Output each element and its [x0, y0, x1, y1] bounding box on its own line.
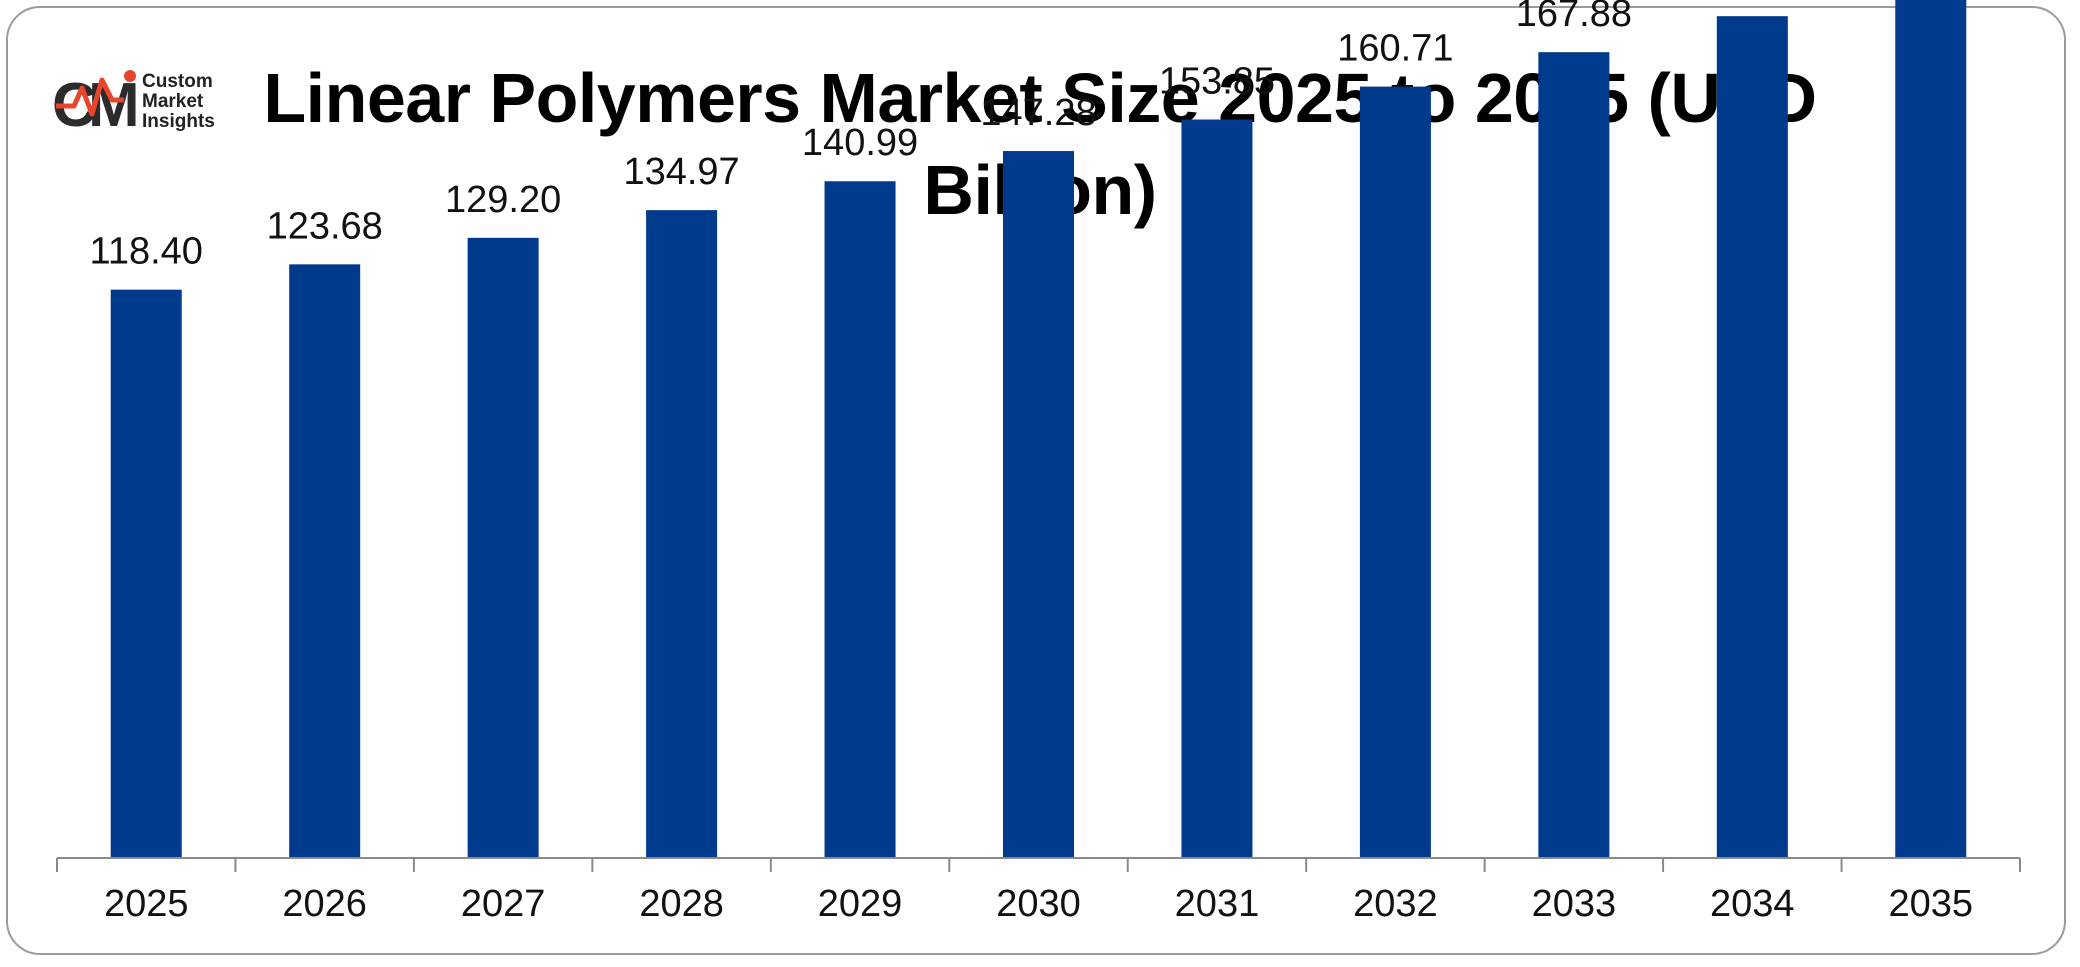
bar: [110, 289, 182, 858]
bar: [1181, 119, 1253, 858]
data-label: 123.68: [267, 205, 383, 247]
x-tick-label: 2025: [104, 883, 189, 925]
data-label: 153.85: [1159, 61, 1275, 103]
x-tick-label: 2035: [1888, 883, 1973, 925]
data-label: 129.20: [445, 179, 561, 221]
bar: [1003, 151, 1074, 858]
brand-logo: C M Custom Market Insights: [52, 58, 232, 144]
x-tick-label: 2027: [461, 883, 546, 925]
x-tick-label: 2028: [639, 883, 724, 925]
x-tick-label: 2030: [996, 883, 1081, 925]
logo-line-1: Custom: [142, 71, 213, 92]
bar: [646, 210, 718, 859]
bar: [1895, 0, 1967, 858]
x-tick-label: 2032: [1353, 883, 1438, 925]
data-label: 160.71: [1337, 28, 1453, 70]
logo-line-3: Insights: [142, 111, 215, 132]
bar: [824, 181, 896, 859]
bar: [289, 264, 361, 858]
x-tick-label: 2034: [1710, 883, 1795, 925]
data-label: 118.40: [90, 231, 203, 273]
data-label: 140.99: [802, 122, 918, 164]
bar: [1538, 52, 1610, 858]
bar: [467, 237, 539, 859]
logo-line-2: Market: [142, 91, 204, 112]
logo-mark-icon: C M: [52, 70, 140, 136]
bar: [1359, 86, 1431, 859]
bar: [1716, 16, 1788, 858]
x-tick-label: 2029: [818, 883, 903, 925]
x-tick-label: 2026: [282, 883, 367, 925]
data-label: 147.28: [980, 92, 1096, 134]
x-tick-label: 2031: [1175, 883, 1260, 925]
data-label: 134.97: [623, 151, 739, 193]
data-label: 167.88: [1516, 0, 1632, 35]
logo-wordmark: Custom Market Insights: [142, 72, 215, 132]
x-tick-label: 2033: [1532, 883, 1617, 925]
